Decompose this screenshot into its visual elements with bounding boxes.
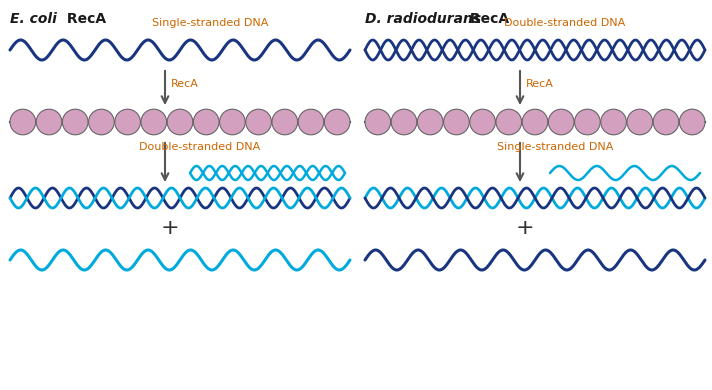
Text: Double-stranded DNA: Double-stranded DNA [140, 142, 261, 152]
Ellipse shape [219, 109, 245, 135]
Text: +: + [515, 218, 534, 238]
Ellipse shape [627, 109, 653, 135]
Ellipse shape [391, 109, 417, 135]
Text: Single-stranded DNA: Single-stranded DNA [152, 18, 268, 28]
Text: RecA: RecA [465, 12, 509, 26]
Ellipse shape [167, 109, 193, 135]
Ellipse shape [496, 109, 522, 135]
Ellipse shape [522, 109, 548, 135]
Text: +: + [161, 218, 179, 238]
Ellipse shape [194, 109, 219, 135]
Ellipse shape [115, 109, 140, 135]
Text: RecA: RecA [62, 12, 106, 26]
Text: RecA: RecA [526, 79, 554, 89]
Ellipse shape [653, 109, 679, 135]
Text: Double-stranded DNA: Double-stranded DNA [504, 18, 626, 28]
Ellipse shape [548, 109, 574, 135]
Ellipse shape [365, 109, 391, 135]
Ellipse shape [246, 109, 271, 135]
Ellipse shape [36, 109, 62, 135]
Ellipse shape [298, 109, 324, 135]
Text: Single-stranded DNA: Single-stranded DNA [497, 142, 613, 152]
Ellipse shape [10, 109, 36, 135]
Ellipse shape [575, 109, 600, 135]
Ellipse shape [141, 109, 167, 135]
Text: D. radiodurans: D. radiodurans [365, 12, 481, 26]
Ellipse shape [601, 109, 627, 135]
Text: RecA: RecA [171, 79, 199, 89]
Ellipse shape [88, 109, 114, 135]
Ellipse shape [325, 109, 350, 135]
Ellipse shape [272, 109, 298, 135]
Text: E. coli: E. coli [10, 12, 57, 26]
Ellipse shape [470, 109, 496, 135]
Ellipse shape [444, 109, 469, 135]
Ellipse shape [417, 109, 443, 135]
Ellipse shape [63, 109, 88, 135]
Ellipse shape [679, 109, 705, 135]
